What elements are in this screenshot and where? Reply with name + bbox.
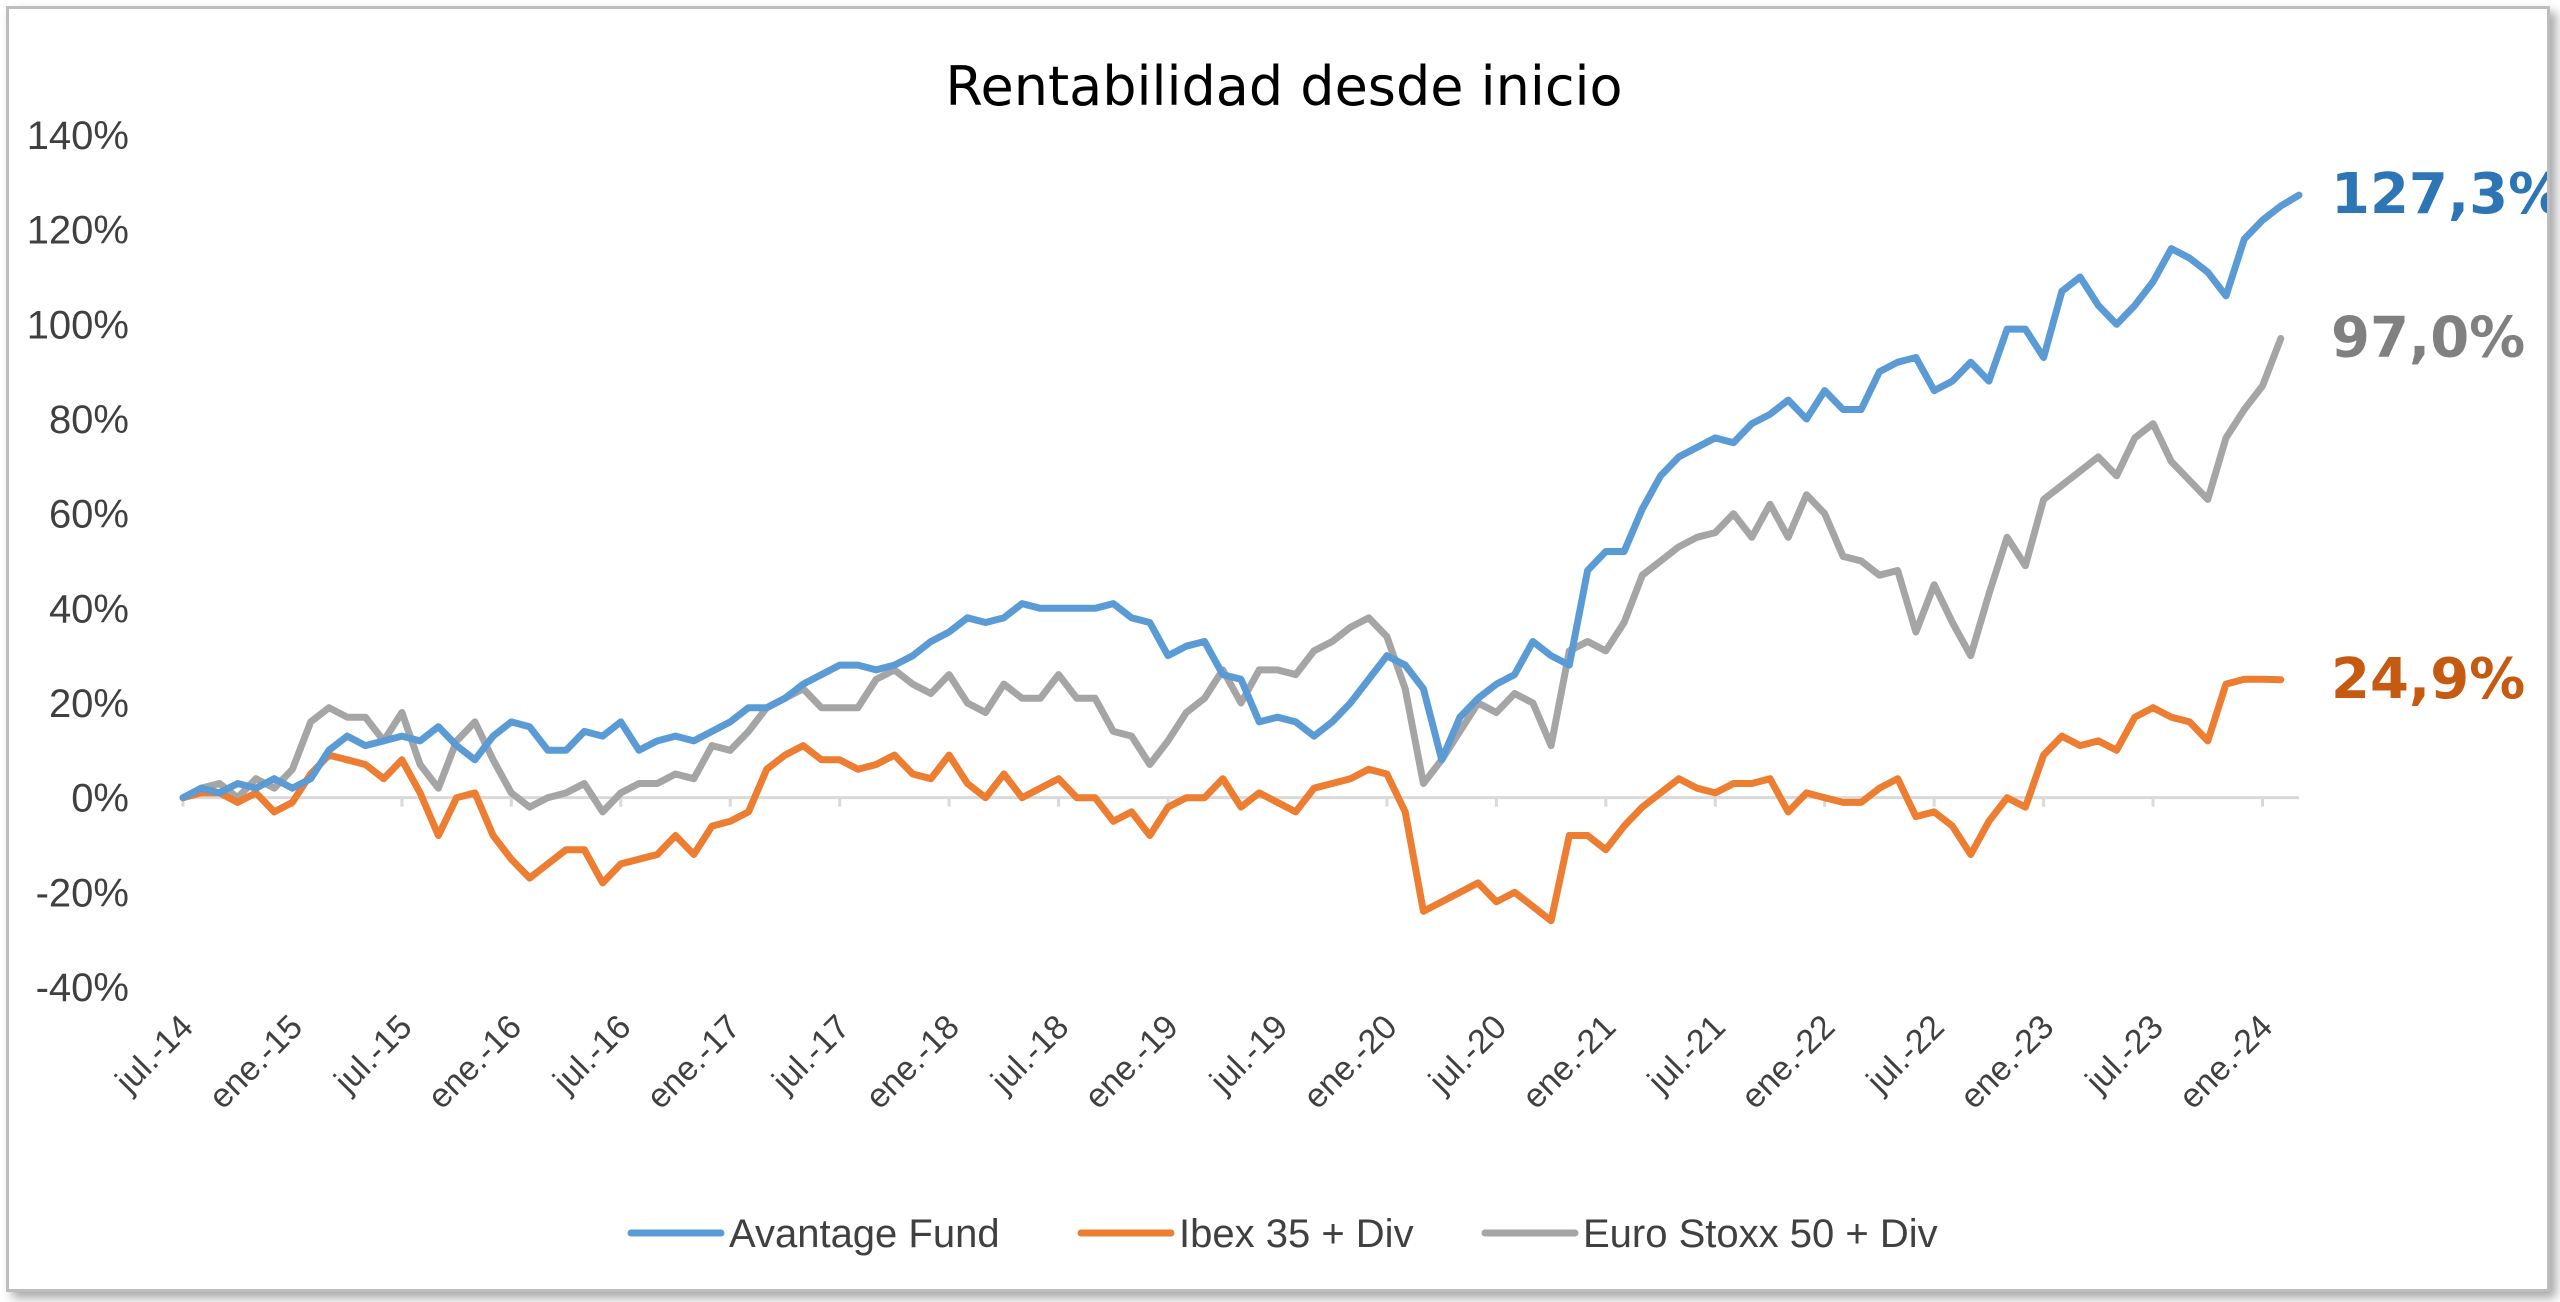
legend-label: Avantage Fund bbox=[729, 1212, 1000, 1256]
y-tick-label: -40% bbox=[36, 966, 129, 1010]
chart-title: Rentabilidad desde inicio bbox=[945, 55, 1622, 118]
x-tick-label: ene.-15 bbox=[202, 1008, 310, 1116]
x-tick-label: ene.-16 bbox=[421, 1008, 529, 1116]
x-tick-label: jul.-20 bbox=[1421, 1008, 1514, 1101]
x-tick-label: ene.-18 bbox=[858, 1008, 966, 1116]
x-tick-label: jul.-16 bbox=[545, 1008, 638, 1101]
x-tick-label: jul.-22 bbox=[1859, 1008, 1952, 1101]
x-tick-label: ene.-22 bbox=[1734, 1008, 1842, 1116]
x-tick-label: jul.-18 bbox=[983, 1008, 1076, 1101]
series-lines bbox=[179, 191, 2303, 925]
series-line-ibex-35-div bbox=[179, 675, 2285, 925]
x-tick-labels: jul.-14 ene.-15 jul.-15 ene.-16 jul.-16 ene.-… bbox=[108, 1008, 2281, 1116]
x-tick-label: ene.-20 bbox=[1296, 1008, 1404, 1116]
series-line-avantage-fund bbox=[179, 191, 2303, 802]
legend: Avantage Fund Ibex 35 + Div Euro Stoxx 50 … bbox=[627, 1212, 1938, 1256]
x-tick-label: jul.-14 bbox=[108, 1008, 201, 1101]
end-value-label: 24,9% bbox=[2331, 647, 2525, 712]
y-tick-label: -20% bbox=[36, 871, 129, 915]
series-line-euro-stoxx-50-div bbox=[179, 335, 2285, 816]
x-tick-label: ene.-24 bbox=[2172, 1008, 2280, 1116]
x-tick-label: jul.-21 bbox=[1640, 1008, 1733, 1101]
y-tick-label: 20% bbox=[49, 682, 129, 726]
legend-label: Ibex 35 + Div bbox=[1179, 1212, 1414, 1256]
x-tick-label: ene.-23 bbox=[1953, 1008, 2061, 1116]
x-tick-label: jul.-15 bbox=[326, 1008, 419, 1101]
end-value-label: 127,3% bbox=[2331, 162, 2547, 227]
chart-frame: Rentabilidad desde inicio 140% 120% 100% 80… bbox=[6, 6, 2550, 1292]
y-axis: 140% 120% 100% 80% 60% 40% 20% 0% -20% -40% bbox=[27, 114, 129, 1010]
x-tick-label: ene.-19 bbox=[1077, 1008, 1185, 1116]
x-tick-label: jul.-19 bbox=[1202, 1008, 1295, 1101]
end-value-label: 97,0% bbox=[2331, 306, 2525, 371]
x-tick-label: ene.-21 bbox=[1515, 1008, 1623, 1116]
y-tick-label: 80% bbox=[49, 398, 129, 442]
y-tick-label: 0% bbox=[71, 777, 129, 821]
x-tick-label: jul.-23 bbox=[2078, 1008, 2171, 1101]
y-tick-label: 120% bbox=[27, 209, 129, 253]
legend-label: Euro Stoxx 50 + Div bbox=[1583, 1212, 1938, 1256]
y-tick-label: 40% bbox=[49, 587, 129, 631]
line-chart: Rentabilidad desde inicio 140% 120% 100% 80… bbox=[27, 55, 2547, 1256]
x-tick-label: jul.-17 bbox=[764, 1008, 857, 1101]
y-tick-label: 140% bbox=[27, 114, 129, 158]
end-labels: 127,3% 24,9% 97,0% bbox=[2331, 162, 2547, 712]
y-tick-label: 100% bbox=[27, 303, 129, 347]
y-tick-label: 60% bbox=[49, 493, 129, 537]
x-tick-label: ene.-17 bbox=[639, 1008, 747, 1116]
